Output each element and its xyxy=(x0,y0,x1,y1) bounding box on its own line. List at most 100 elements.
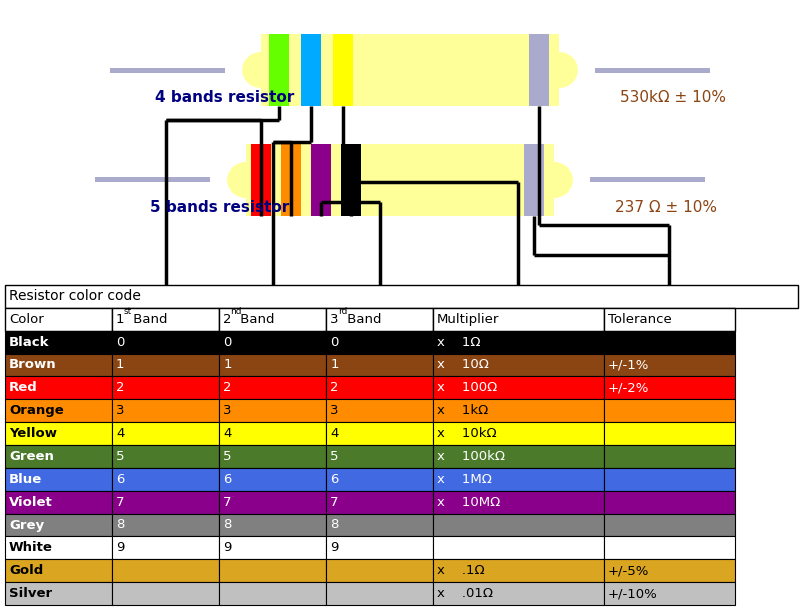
Bar xyxy=(219,468,326,490)
Text: 2: 2 xyxy=(223,381,231,394)
Bar xyxy=(112,514,219,536)
Bar xyxy=(326,468,433,490)
Bar xyxy=(5,308,112,331)
Text: Orange: Orange xyxy=(9,404,63,417)
Bar xyxy=(219,331,326,354)
Bar xyxy=(433,308,603,331)
Text: 5: 5 xyxy=(116,450,124,463)
Text: Gold: Gold xyxy=(9,564,43,577)
Bar xyxy=(5,468,112,490)
Bar xyxy=(589,178,704,182)
Text: x    1MΩ: x 1MΩ xyxy=(436,473,492,486)
Text: 1: 1 xyxy=(330,359,338,371)
Bar xyxy=(326,536,433,559)
Text: x    .01Ω: x .01Ω xyxy=(436,587,492,600)
Bar xyxy=(112,536,219,559)
Bar xyxy=(603,559,734,582)
Bar xyxy=(219,536,326,559)
Text: x    1kΩ: x 1kΩ xyxy=(436,404,488,417)
Bar xyxy=(219,559,326,582)
Text: 4 bands resistor: 4 bands resistor xyxy=(155,90,294,105)
Bar xyxy=(326,445,433,468)
Text: Red: Red xyxy=(9,381,38,394)
Text: 4: 4 xyxy=(116,427,124,440)
Text: x    100kΩ: x 100kΩ xyxy=(436,450,504,463)
Text: 3: 3 xyxy=(330,404,338,417)
Bar xyxy=(112,490,219,514)
Text: Band: Band xyxy=(128,313,167,326)
Text: +/-1%: +/-1% xyxy=(607,359,648,371)
Bar xyxy=(341,144,361,216)
Bar xyxy=(5,582,112,605)
Text: 6: 6 xyxy=(116,473,124,486)
Bar xyxy=(112,582,219,605)
Bar xyxy=(112,376,219,400)
Bar xyxy=(433,331,603,354)
Bar xyxy=(524,144,543,216)
Text: x    .1Ω: x .1Ω xyxy=(436,564,484,577)
Text: 8: 8 xyxy=(116,518,124,531)
Bar xyxy=(261,34,558,106)
Text: 7: 7 xyxy=(330,496,338,509)
Bar xyxy=(95,178,210,182)
Text: 530kΩ ± 10%: 530kΩ ± 10% xyxy=(619,90,725,105)
Text: 9: 9 xyxy=(116,541,124,554)
Bar xyxy=(112,308,219,331)
Bar xyxy=(326,331,433,354)
Text: Violet: Violet xyxy=(9,496,53,509)
Bar xyxy=(326,376,433,400)
Bar xyxy=(603,422,734,445)
Bar xyxy=(112,400,219,422)
Text: 3: 3 xyxy=(116,404,124,417)
Text: st: st xyxy=(124,307,132,316)
Bar xyxy=(219,445,326,468)
Text: Green: Green xyxy=(9,450,54,463)
Bar xyxy=(603,468,734,490)
Text: 7: 7 xyxy=(116,496,124,509)
Text: +/-10%: +/-10% xyxy=(607,587,657,600)
Bar xyxy=(5,331,112,354)
Text: 5: 5 xyxy=(223,450,231,463)
Text: +/-5%: +/-5% xyxy=(607,564,648,577)
Text: x    10Ω: x 10Ω xyxy=(436,359,488,371)
Bar xyxy=(529,34,549,106)
Text: 9: 9 xyxy=(223,541,231,554)
Text: Black: Black xyxy=(9,336,50,349)
Bar xyxy=(433,354,603,376)
Bar xyxy=(5,559,112,582)
Ellipse shape xyxy=(540,52,577,88)
Bar xyxy=(433,559,603,582)
Bar xyxy=(5,285,797,308)
Text: 6: 6 xyxy=(223,473,231,486)
Ellipse shape xyxy=(241,52,280,88)
Text: 0: 0 xyxy=(223,336,231,349)
Bar xyxy=(112,468,219,490)
Bar xyxy=(433,490,603,514)
Bar xyxy=(326,308,433,331)
Text: 6: 6 xyxy=(330,473,338,486)
Bar xyxy=(5,514,112,536)
Text: Silver: Silver xyxy=(9,587,52,600)
Bar xyxy=(603,354,734,376)
Text: 2: 2 xyxy=(116,381,124,394)
Text: 4: 4 xyxy=(223,427,231,440)
Text: 5 bands resistor: 5 bands resistor xyxy=(150,200,289,215)
Text: x    10MΩ: x 10MΩ xyxy=(436,496,500,509)
Text: 7: 7 xyxy=(223,496,231,509)
Bar xyxy=(433,400,603,422)
Bar xyxy=(219,308,326,331)
Bar xyxy=(5,422,112,445)
Bar xyxy=(110,68,225,73)
Text: x    10kΩ: x 10kΩ xyxy=(436,427,496,440)
Text: 1: 1 xyxy=(116,313,124,326)
Text: rd: rd xyxy=(338,307,346,316)
Bar xyxy=(5,400,112,422)
Bar xyxy=(281,144,301,216)
Text: +/-2%: +/-2% xyxy=(607,381,648,394)
Bar xyxy=(433,376,603,400)
Bar xyxy=(603,376,734,400)
Bar xyxy=(433,422,603,445)
Bar xyxy=(112,559,219,582)
Bar xyxy=(5,376,112,400)
Bar xyxy=(603,400,734,422)
